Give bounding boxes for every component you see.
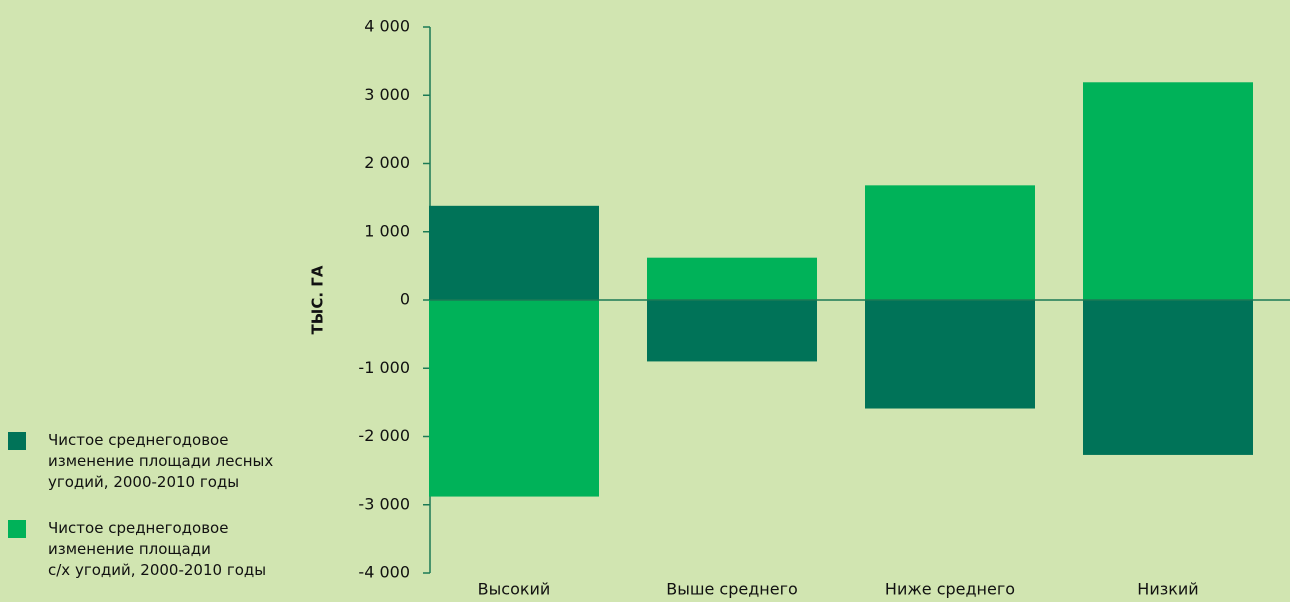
y-tick-label: 0 <box>400 290 410 309</box>
bar <box>865 300 1035 409</box>
bar <box>1083 300 1253 455</box>
bar <box>429 300 599 497</box>
bar <box>429 205 599 300</box>
bar <box>1083 82 1253 300</box>
y-axis-label: ТЫС. ГА <box>309 265 327 334</box>
legend-swatch <box>8 520 26 538</box>
legend-label: Чистое среднегодовое изменение площади с… <box>48 519 267 579</box>
x-tick-label: Ниже среднего <box>885 580 1015 599</box>
y-tick-label: 3 000 <box>364 85 410 104</box>
x-tick-label: Высокий <box>478 580 551 599</box>
y-tick-label: 1 000 <box>364 221 410 240</box>
legend-item: Чистое среднегодовое изменение площади с… <box>0 518 266 581</box>
bar <box>865 185 1035 300</box>
bar <box>647 257 817 300</box>
y-tick-label: 2 000 <box>364 153 410 172</box>
x-tick-label: Низкий <box>1137 580 1198 599</box>
bar <box>647 300 817 362</box>
y-tick-label: -4 000 <box>358 563 410 582</box>
y-tick-label: 4 000 <box>364 17 410 36</box>
y-tick-label: -1 000 <box>358 358 410 377</box>
x-tick-label: Выше среднего <box>666 580 798 599</box>
legend-swatch <box>8 432 26 450</box>
legend-label: Чистое среднегодовое изменение площади л… <box>48 431 274 491</box>
y-tick-label: -2 000 <box>358 426 410 445</box>
y-tick-label: -3 000 <box>358 494 410 513</box>
legend-item: Чистое среднегодовое изменение площади л… <box>0 430 273 493</box>
